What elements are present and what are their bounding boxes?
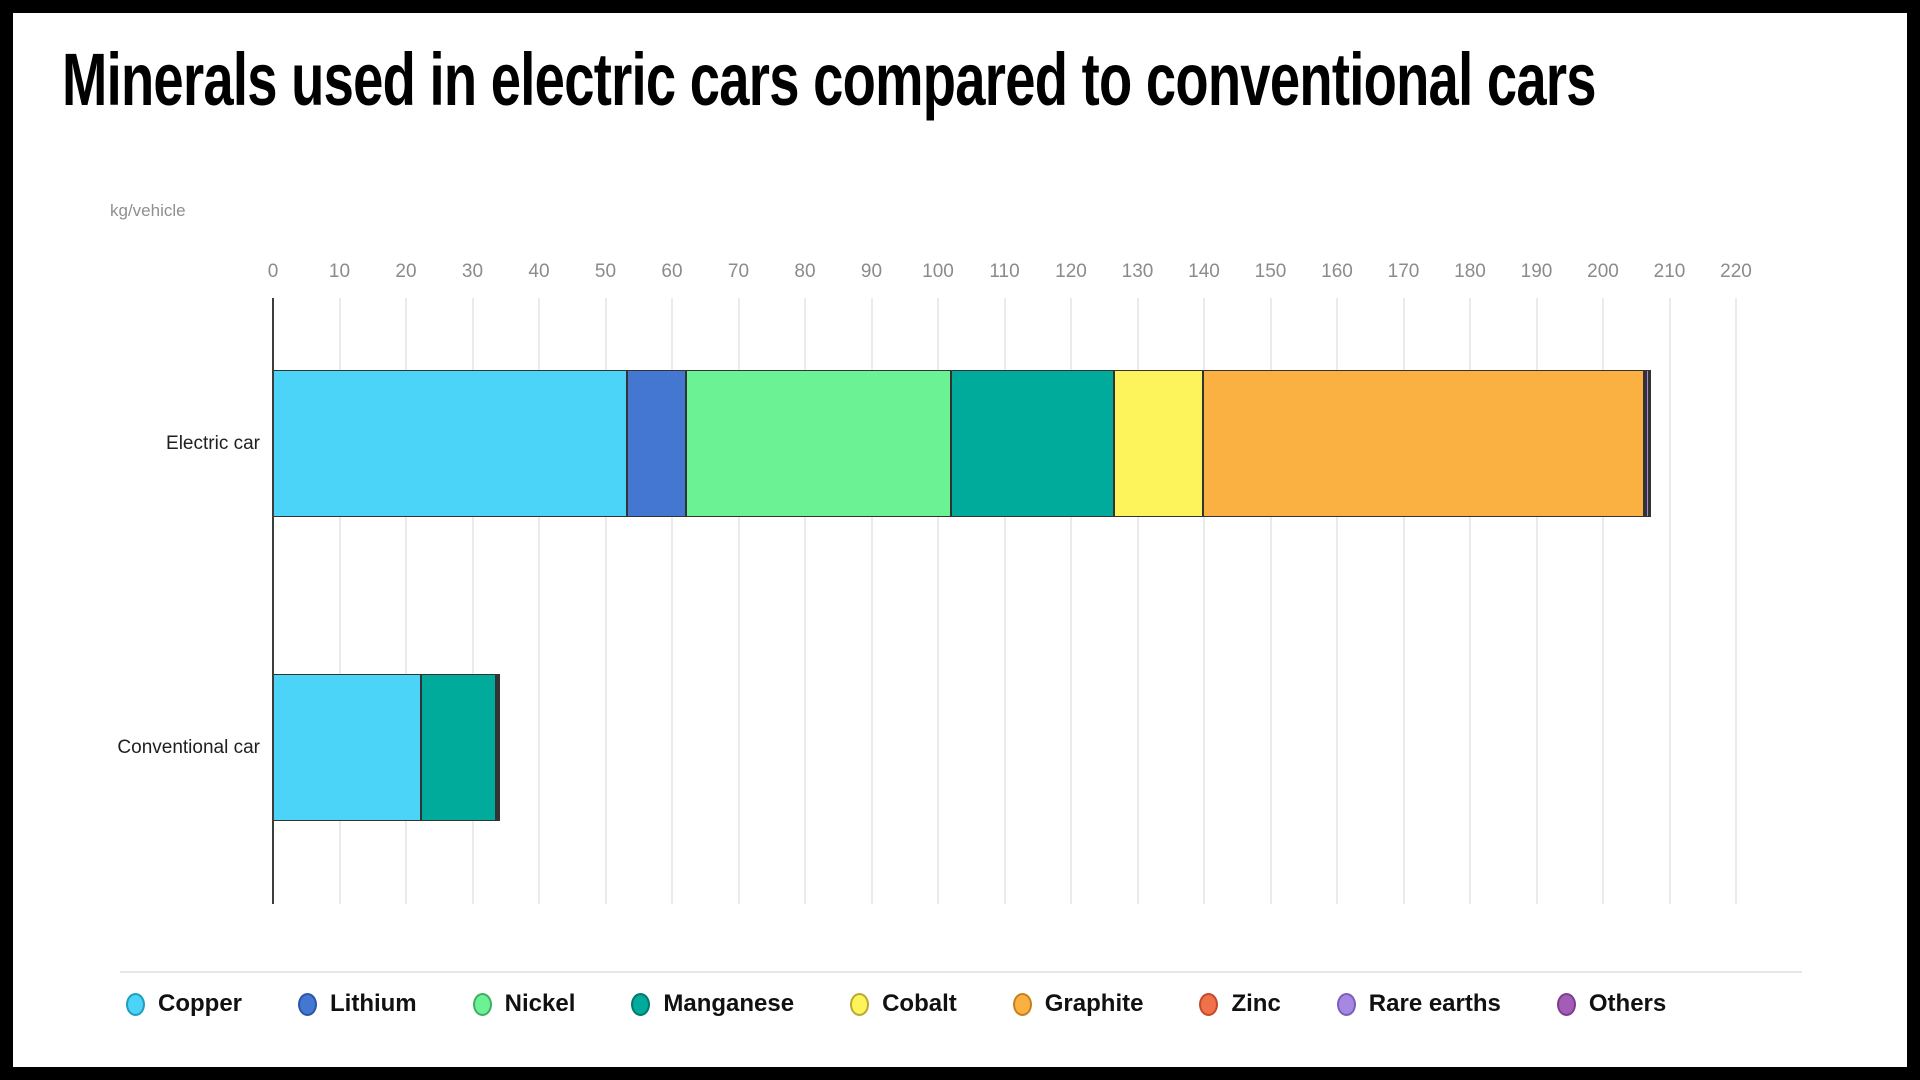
gridline-200	[1602, 298, 1604, 904]
gridline-80	[804, 298, 806, 904]
bar-segment-electric-car-others	[1648, 370, 1651, 517]
legend-dot-copper	[126, 992, 145, 1016]
gridline-160	[1336, 298, 1338, 904]
bar-segment-conventional-car-manganese	[421, 674, 496, 821]
legend-dot-lithium	[298, 992, 317, 1016]
bar-segment-electric-car-lithium	[626, 370, 686, 517]
legend-item-others: Others	[1556, 990, 1667, 1018]
legend-label-cobalt: Cobalt	[882, 990, 957, 1017]
legend-dot-rare-earths	[1336, 992, 1356, 1016]
legend-item-rare-earths: Rare earths	[1336, 990, 1501, 1018]
bar-segment-electric-car-nickel	[685, 370, 952, 517]
legend-item-cobalt: Cobalt	[850, 990, 957, 1018]
x-tick-label-150: 150	[1254, 261, 1287, 282]
legend-dot-others	[1556, 992, 1576, 1016]
legend-dot-nickel	[472, 992, 492, 1016]
bar-segment-electric-car-cobalt	[1114, 370, 1203, 517]
legend-dot-zinc	[1199, 992, 1219, 1016]
gridline-110	[1003, 298, 1006, 904]
legend-item-copper: Copper	[126, 990, 242, 1018]
x-tick-label-160: 160	[1321, 261, 1353, 282]
legend-item-graphite: Graphite	[1012, 990, 1144, 1018]
category-label-conventional-car: Conventional car	[117, 737, 260, 758]
gridline-140	[1203, 298, 1205, 904]
legend-label-others: Others	[1588, 990, 1667, 1017]
x-tick-label-10: 10	[328, 261, 351, 282]
x-tick-label-220: 220	[1720, 261, 1752, 282]
chart-canvas: Minerals used in electric cars compared …	[13, 13, 1907, 1067]
legend-label-manganese: Manganese	[663, 990, 795, 1017]
x-tick-label-120: 120	[1055, 261, 1087, 282]
x-tick-label-190: 190	[1520, 261, 1553, 282]
legend-separator	[120, 971, 1802, 973]
x-tick-label-0: 0	[267, 261, 279, 282]
gridline-30	[471, 298, 474, 904]
x-tick-label-140: 140	[1188, 261, 1220, 282]
bar-segment-conventional-car-zinc	[495, 674, 498, 821]
x-tick-label-200: 200	[1587, 261, 1619, 282]
x-tick-label-210: 210	[1653, 261, 1686, 282]
axis-unit-label: kg/vehicle	[110, 201, 186, 220]
legend-dot-manganese	[631, 992, 651, 1016]
gridline-190	[1535, 298, 1538, 904]
bar-segment-electric-car-graphite	[1202, 370, 1644, 517]
x-tick-label-170: 170	[1387, 261, 1420, 282]
legend-label-graphite: Graphite	[1044, 990, 1144, 1017]
plot-area: 0 10 20 30 40 50 60 70 80 90 100 110 120 130 140 150 160…	[268, 261, 1752, 911]
x-tick-label-20: 20	[395, 261, 417, 282]
legend-label-rare-earths: Rare earths	[1368, 990, 1501, 1017]
legend-label-lithium: Lithium	[330, 990, 417, 1017]
gridline-70	[737, 298, 740, 904]
x-tick-label-30: 30	[461, 261, 484, 282]
legend-item-zinc: Zinc	[1199, 990, 1281, 1018]
x-tick-label-40: 40	[528, 261, 550, 282]
gridline-170	[1402, 298, 1405, 904]
y-axis-line	[272, 298, 274, 904]
legend-label-zinc: Zinc	[1231, 990, 1281, 1017]
chart-title: Minerals used in electric cars compared …	[62, 38, 1597, 121]
legend-label-copper: Copper	[158, 990, 242, 1017]
bar-segment-electric-car-rare-earths	[1645, 370, 1649, 517]
bar-segment-conventional-car-others	[497, 674, 500, 821]
x-tick-label-70: 70	[727, 261, 750, 282]
legend-item-lithium: Lithium	[298, 990, 417, 1018]
x-tick-label-100: 100	[922, 261, 954, 282]
gridline-20	[405, 298, 407, 904]
gridline-10	[338, 298, 341, 904]
bar-conventional-car	[273, 674, 1736, 821]
gridline-130	[1136, 298, 1139, 904]
legend-item-manganese: Manganese	[631, 990, 794, 1018]
gridline-150	[1269, 298, 1272, 904]
gridline-180	[1469, 298, 1471, 904]
bar-segment-electric-car-zinc	[1643, 370, 1646, 517]
legend: Copper Lithium Nickel Manganese Cobalt Graphi…	[126, 989, 1666, 1019]
bar-segment-electric-car-manganese	[951, 370, 1115, 517]
gridline-40	[538, 298, 540, 904]
legend-label-nickel: Nickel	[504, 990, 576, 1017]
bar-segment-electric-car-copper	[273, 370, 627, 517]
gridline-90	[870, 298, 873, 904]
grid-area	[272, 298, 1737, 904]
gridline-120	[1070, 298, 1072, 904]
x-tick-label-180: 180	[1454, 261, 1486, 282]
legend-dot-graphite	[1012, 992, 1032, 1016]
gridline-210	[1668, 298, 1671, 904]
gridline-60	[671, 298, 673, 904]
gridline-100	[937, 298, 939, 904]
x-tick-label-80: 80	[794, 261, 816, 282]
x-tick-label-90: 90	[860, 261, 883, 282]
legend-item-nickel: Nickel	[472, 990, 576, 1018]
gridline-220	[1735, 298, 1737, 904]
x-tick-label-110: 110	[989, 261, 1020, 282]
bar-segment-conventional-car-copper	[273, 674, 422, 821]
category-label-electric-car: Electric car	[166, 433, 260, 454]
x-tick-label-50: 50	[594, 261, 617, 282]
x-tick-label-130: 130	[1121, 261, 1154, 282]
x-axis-ticks: 0 10 20 30 40 50 60 70 80 90 100 110 120 130 140 150 160…	[268, 261, 1752, 285]
bar-electric-car	[273, 370, 1736, 517]
x-tick-label-60: 60	[661, 261, 683, 282]
legend-dot-cobalt	[850, 992, 870, 1016]
gridline-50	[604, 298, 607, 904]
